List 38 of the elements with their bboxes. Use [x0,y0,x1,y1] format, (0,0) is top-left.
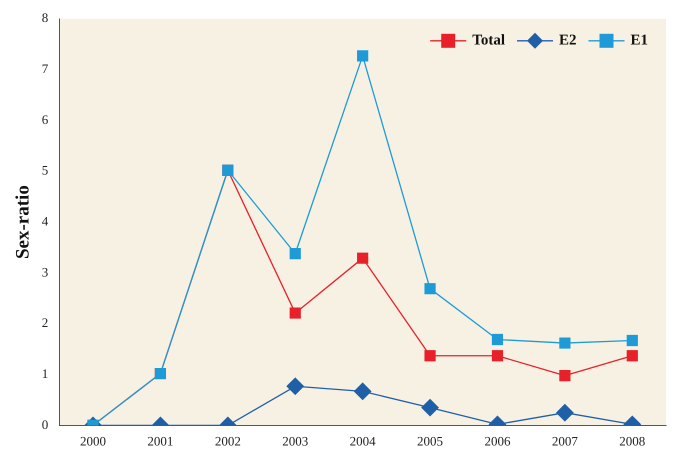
x-tick-label: 2002 [214,434,241,449]
y-tick-label: 4 [42,214,49,229]
point [556,404,574,422]
y-tick-label: 1 [42,366,48,381]
point [421,398,439,416]
point [357,50,368,62]
x-tick-label: 2008 [619,434,646,449]
y-tick-label: 2 [42,315,48,330]
point [357,252,368,264]
legend-label: E2 [558,32,577,49]
x-tick-label: 2004 [350,434,376,449]
legend-label: E1 [630,32,648,49]
point [559,337,570,349]
y-tick-label: 7 [42,61,49,76]
y-tick-label: 3 [42,264,48,280]
point [290,307,301,319]
legend-label: Total [472,32,505,49]
point [626,350,638,362]
point [626,334,638,346]
point [424,350,436,362]
x-tick-label: 2000 [80,434,106,449]
point [354,382,372,400]
y-tick-label: 5 [42,162,48,178]
point [559,370,570,382]
y-tick-label: 6 [42,112,49,127]
point [286,378,304,395]
x-tick-label: 2006 [484,434,511,449]
x-tick-label: 2005 [417,434,444,449]
y-tick-label: 8 [42,10,48,26]
y-tick-label: 0 [42,416,48,432]
x-tick-label: 2001 [147,434,174,449]
point [492,350,504,362]
point [290,248,301,260]
y-axis-title: Sex-ratio [12,185,34,260]
point [492,334,504,346]
point [424,283,436,294]
x-tick-label: 2007 [552,434,578,449]
x-tick-label: 2003 [282,434,308,449]
